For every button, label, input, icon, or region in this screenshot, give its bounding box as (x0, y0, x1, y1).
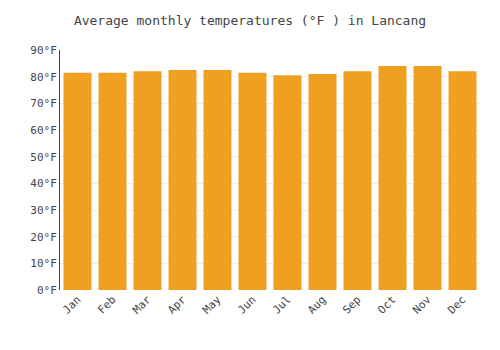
svg-text:60°F: 60°F (30, 124, 57, 137)
svg-text:Sep: Sep (340, 293, 363, 316)
svg-text:50°F: 50°F (30, 151, 57, 164)
svg-text:90°F: 90°F (30, 44, 57, 57)
svg-text:20°F: 20°F (30, 231, 57, 244)
svg-text:Apr: Apr (165, 293, 189, 317)
svg-text:Mar: Mar (130, 293, 154, 317)
svg-text:70°F: 70°F (30, 97, 57, 110)
svg-text:0°F: 0°F (37, 284, 57, 297)
svg-text:May: May (200, 293, 224, 317)
svg-text:Dec: Dec (445, 293, 468, 316)
svg-text:Jan: Jan (60, 293, 83, 316)
svg-text:Nov: Nov (410, 293, 434, 317)
svg-text:Oct: Oct (375, 293, 398, 316)
svg-text:80°F: 80°F (30, 71, 57, 84)
svg-text:Average monthly temperatures (: Average monthly temperatures (°F ) in La… (74, 13, 426, 28)
svg-text:Feb: Feb (95, 293, 118, 316)
svg-text:Jul: Jul (270, 293, 293, 316)
svg-text:40°F: 40°F (30, 177, 57, 190)
svg-text:10°F: 10°F (30, 257, 57, 270)
svg-text:Jun: Jun (235, 293, 258, 316)
svg-text:30°F: 30°F (30, 204, 57, 217)
svg-text:Aug: Aug (305, 293, 328, 316)
